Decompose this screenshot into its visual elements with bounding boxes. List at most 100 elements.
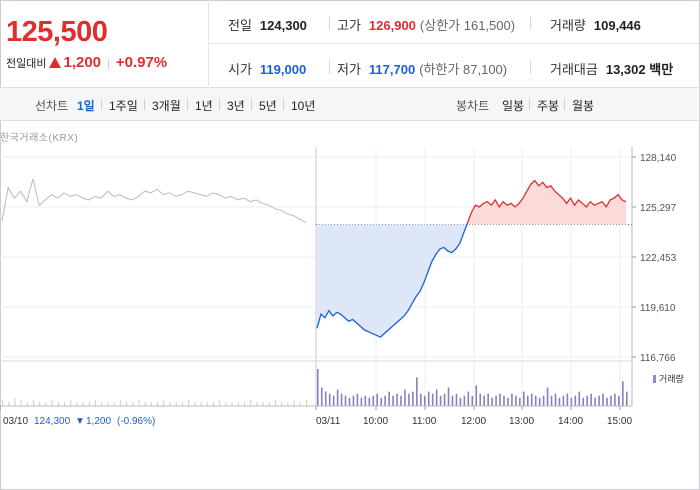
volume-bar [113, 401, 115, 406]
volume-bar [219, 399, 221, 406]
volume-bar [523, 391, 525, 406]
volume-bar [566, 393, 569, 406]
volume-bar [188, 399, 190, 406]
volume-bar [14, 397, 16, 406]
volume-bar [352, 395, 355, 406]
tab-1-year[interactable]: 1년 [195, 99, 213, 113]
candle-chart-label: 봉차트 [456, 99, 490, 113]
x-tick-label: 13:00 [509, 416, 534, 427]
divider [329, 60, 330, 74]
volume-bar [45, 401, 47, 406]
volume-bar [598, 395, 600, 406]
volume-bar [431, 393, 434, 406]
x-tick-label: 11:00 [412, 416, 437, 427]
down-area [317, 222, 468, 338]
volume-bar [511, 393, 513, 406]
volume-bar [163, 399, 165, 406]
chart-toolbar: 선차트 1일 1주일 3개월 1년 3년 5년 10년 봉차트 일봉 주봉 월봉 [0, 87, 698, 121]
volume-legend-swatch [653, 375, 656, 383]
volume-bar [459, 397, 462, 406]
volume-bar [558, 397, 561, 406]
volume-bar [610, 395, 612, 406]
volume-bar [256, 401, 258, 406]
x-tick-label: 14:00 [558, 416, 583, 427]
tab-5-years[interactable]: 5년 [259, 99, 277, 113]
volume-bar [181, 401, 183, 406]
volume-bar [372, 395, 375, 406]
volume-bar [200, 401, 202, 406]
volume-bar [364, 395, 367, 406]
tab-3-months[interactable]: 3개월 [152, 99, 181, 113]
volume-bar [376, 393, 379, 406]
volume-bar [194, 401, 196, 406]
volume-bar [175, 401, 177, 406]
x-tick-label: 03/11 [316, 416, 341, 427]
volume-bar [268, 401, 270, 406]
volume-bar [26, 401, 28, 406]
volume-bar [495, 395, 497, 406]
volume-bar [317, 369, 319, 406]
divider [101, 99, 102, 110]
tab-monthly-candle[interactable]: 월봉 [572, 99, 595, 113]
volume-bar [243, 401, 245, 406]
up-area [467, 180, 626, 225]
volume-bar [126, 401, 128, 406]
volume-bar [590, 393, 592, 406]
volume-bar [491, 397, 493, 406]
volume-bar [70, 399, 72, 406]
price-summary: 125,500 전일대비 1,200 | +0.97% [0, 0, 209, 86]
volume-bar [471, 395, 474, 406]
change-label: 전일대비 [6, 58, 47, 70]
volume-bar [76, 401, 78, 406]
volume-bar [237, 401, 239, 406]
volume-bar [515, 395, 517, 406]
volume-bar [344, 395, 347, 406]
volume-bar [483, 395, 485, 406]
volume-bar [455, 393, 458, 406]
tab-10-years[interactable]: 10년 [291, 99, 316, 113]
y-tick-label: 125,297 [640, 203, 677, 214]
volume-bar [144, 401, 146, 406]
volume-bar [439, 395, 442, 406]
volume-bar [416, 377, 418, 406]
tab-3-years[interactable]: 3년 [227, 99, 245, 113]
volume-bar [622, 381, 624, 406]
line-chart-label: 선차트 [35, 99, 69, 113]
today-up-line [466, 179, 627, 223]
volume-bar [526, 395, 529, 406]
tab-weekly-candle[interactable]: 주봉 [537, 99, 560, 113]
volume-bar [33, 399, 35, 406]
stat-open: 시가 119,000 [228, 62, 307, 77]
volume-bar [212, 401, 214, 406]
volume-bar [412, 391, 414, 406]
divider [564, 99, 565, 110]
volume-bar [274, 399, 276, 406]
volume-bar [328, 393, 331, 406]
volume-bar [626, 391, 628, 406]
tab-daily-candle[interactable]: 일봉 [502, 99, 525, 113]
volume-bar [550, 395, 553, 406]
volume-bar [138, 399, 140, 406]
tab-1-day[interactable]: 1일 [77, 99, 95, 113]
volume-bar [82, 401, 84, 406]
volume-bar [606, 397, 608, 406]
volume-bar [336, 389, 339, 406]
divider [530, 60, 531, 74]
volume-bar [299, 401, 301, 406]
volume-bar [479, 393, 482, 406]
volume-bar [554, 393, 557, 406]
volume-bar [404, 389, 406, 406]
stat-volume: 거래량 109,446 [550, 18, 641, 33]
volume-bar [420, 393, 422, 406]
volume-bar [101, 401, 103, 406]
volume-bar [206, 401, 208, 406]
down-arrow-icon: ▼ [75, 416, 85, 427]
volume-bar [262, 401, 264, 406]
volume-bar [95, 399, 97, 406]
volume-bar [507, 397, 509, 406]
volume-bar [519, 397, 521, 406]
prev-day-line [1, 178, 307, 224]
volume-bar [332, 395, 335, 406]
y-tick-label: 128,140 [640, 153, 677, 164]
tab-1-week[interactable]: 1주일 [109, 99, 138, 113]
